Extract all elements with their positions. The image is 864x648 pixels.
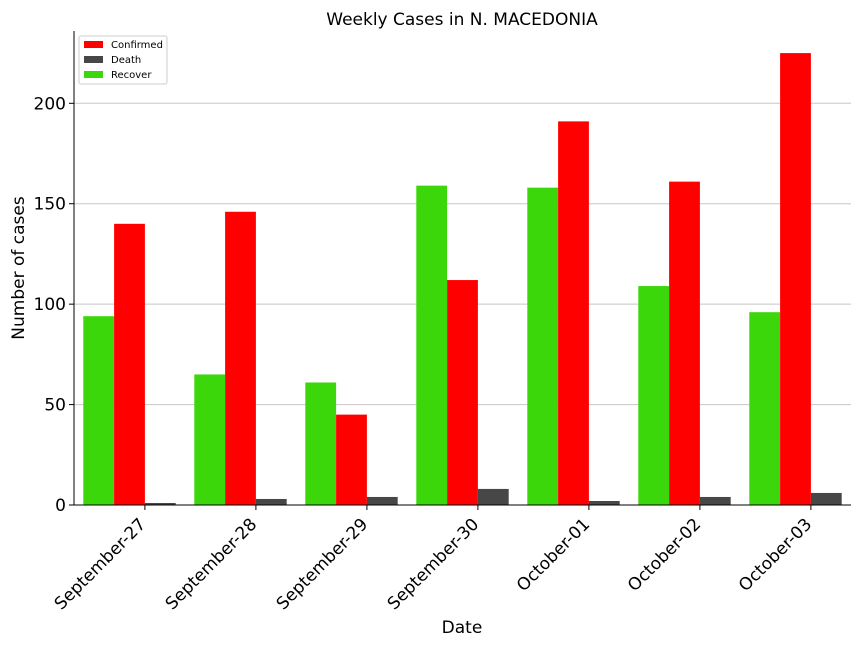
- x-axis-label: Date: [442, 618, 483, 638]
- bar-death: [144, 502, 176, 505]
- bar-confirmed: [780, 53, 811, 505]
- legend: Confirmed Death Recover: [78, 35, 168, 85]
- legend-label: Death: [111, 55, 141, 66]
- legend-swatch: [84, 56, 103, 63]
- bar-death: [588, 500, 620, 505]
- bar-recover: [749, 312, 781, 505]
- legend-label: Recover: [111, 70, 152, 81]
- x-tick-label: September-28: [162, 515, 261, 614]
- y-tick-label: 100: [34, 295, 66, 315]
- x-tick-label: September-30: [384, 515, 483, 614]
- y-tick-label: 0: [55, 496, 66, 516]
- bar-confirmed: [336, 414, 367, 505]
- bar-recover: [638, 286, 670, 505]
- x-tick-label: October-02: [624, 515, 705, 596]
- legend-swatch: [84, 71, 103, 78]
- bar-recover: [416, 185, 448, 506]
- y-tick-label: 200: [34, 94, 66, 114]
- x-tick-label: October-03: [735, 515, 816, 596]
- bar-recover: [527, 187, 559, 505]
- bar-confirmed: [225, 211, 256, 506]
- x-tick-label: September-29: [273, 515, 372, 614]
- bar-confirmed: [669, 181, 700, 505]
- x-ticks: September-27 September-28 September-29 Sept…: [51, 505, 816, 614]
- bar-death: [477, 488, 509, 505]
- bars: [83, 53, 842, 506]
- bar-recover: [305, 382, 337, 505]
- y-ticks: 0 50 100 150 200: [34, 94, 74, 516]
- bar-death: [255, 498, 287, 505]
- bar-recover: [194, 374, 226, 505]
- bar-confirmed: [114, 223, 145, 506]
- legend-label: Confirmed: [111, 40, 163, 51]
- bar-confirmed: [558, 121, 589, 506]
- bar-death: [810, 492, 842, 505]
- bar-recover: [83, 316, 115, 505]
- legend-swatch: [84, 41, 103, 48]
- bar-confirmed: [447, 280, 478, 505]
- bar-death: [366, 496, 398, 505]
- chart-title: Weekly Cases in N. MACEDONIA: [326, 10, 598, 30]
- y-tick-label: 50: [44, 396, 66, 416]
- x-tick-label: October-01: [513, 515, 594, 596]
- y-tick-label: 150: [34, 195, 66, 215]
- y-axis-label: Number of cases: [9, 196, 29, 340]
- bar-death: [699, 496, 731, 505]
- x-tick-label: September-27: [51, 515, 150, 614]
- axes: [73, 31, 851, 506]
